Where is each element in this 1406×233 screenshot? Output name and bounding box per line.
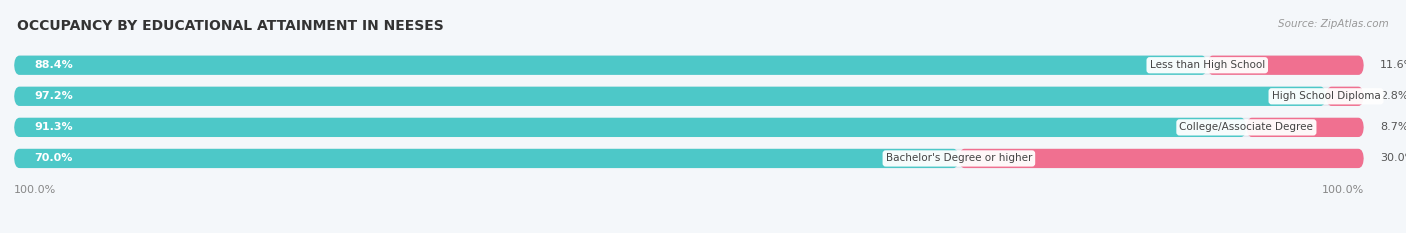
FancyBboxPatch shape: [14, 56, 1208, 75]
Text: Source: ZipAtlas.com: Source: ZipAtlas.com: [1278, 19, 1389, 29]
FancyBboxPatch shape: [14, 149, 1364, 168]
FancyBboxPatch shape: [14, 149, 959, 168]
Text: 30.0%: 30.0%: [1381, 154, 1406, 163]
Text: OCCUPANCY BY EDUCATIONAL ATTAINMENT IN NEESES: OCCUPANCY BY EDUCATIONAL ATTAINMENT IN N…: [17, 19, 444, 33]
FancyBboxPatch shape: [14, 118, 1246, 137]
FancyBboxPatch shape: [14, 87, 1326, 106]
FancyBboxPatch shape: [1208, 56, 1364, 75]
FancyBboxPatch shape: [14, 87, 1364, 106]
Text: 70.0%: 70.0%: [34, 154, 73, 163]
Text: 88.4%: 88.4%: [34, 60, 73, 70]
Text: High School Diploma: High School Diploma: [1271, 91, 1381, 101]
Text: 100.0%: 100.0%: [14, 185, 56, 195]
Text: 2.8%: 2.8%: [1381, 91, 1406, 101]
Text: College/Associate Degree: College/Associate Degree: [1180, 122, 1313, 132]
FancyBboxPatch shape: [1326, 87, 1364, 106]
Text: 100.0%: 100.0%: [1322, 185, 1364, 195]
FancyBboxPatch shape: [1246, 118, 1364, 137]
Text: Less than High School: Less than High School: [1150, 60, 1265, 70]
Text: 97.2%: 97.2%: [34, 91, 73, 101]
FancyBboxPatch shape: [14, 56, 1364, 75]
Text: 91.3%: 91.3%: [34, 122, 73, 132]
Text: Bachelor's Degree or higher: Bachelor's Degree or higher: [886, 154, 1032, 163]
FancyBboxPatch shape: [14, 118, 1364, 137]
FancyBboxPatch shape: [959, 149, 1364, 168]
Text: 11.6%: 11.6%: [1381, 60, 1406, 70]
Text: 8.7%: 8.7%: [1381, 122, 1406, 132]
